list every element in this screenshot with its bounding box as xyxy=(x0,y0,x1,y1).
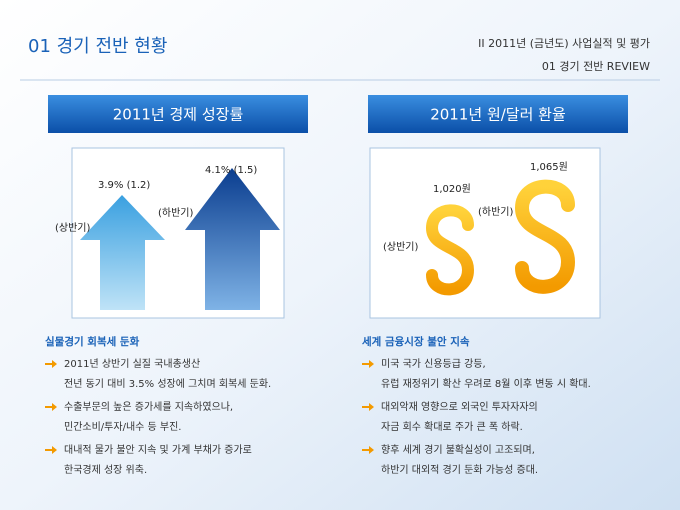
bullet-text: 대내적 물가 불안 지속 및 가계 부채가 증가로 xyxy=(64,444,252,456)
bullet-text: 대외악재 영향으로 외국인 투자자자의 xyxy=(381,401,538,413)
subtitle: 01 경기 전반 REVIEW xyxy=(542,60,650,73)
image-label: 4.1% (1.5) xyxy=(205,165,257,176)
section-heading: 실물경기 회복세 둔화 xyxy=(45,335,140,348)
dollar-icon xyxy=(425,171,576,309)
image-label: (상반기) xyxy=(55,222,91,234)
bullet-text: 자금 회수 확대로 주가 큰 폭 하락. xyxy=(381,420,523,433)
panel-title: 2011년 원/달러 환율 xyxy=(430,106,566,124)
bullet-text: 하반기 대외적 경기 둔화 가능성 증대. xyxy=(381,463,538,476)
page-title: 01 경기 전반 현황 xyxy=(28,36,167,57)
up-arrow xyxy=(185,168,280,310)
bullet-arrow xyxy=(45,403,57,411)
image-label: (상반기) xyxy=(383,241,419,253)
panel-title: 2011년 경제 성장률 xyxy=(113,106,244,124)
image-label: 1,065원 xyxy=(530,161,568,173)
image-box xyxy=(369,147,601,319)
bullet-arrow xyxy=(45,446,57,454)
panel-title-box xyxy=(48,95,308,133)
section-heading: 세계 금융시장 불안 지속 xyxy=(362,335,470,348)
bullet-arrow xyxy=(362,360,374,368)
panel-title-box xyxy=(368,95,628,133)
bullet-text: 수출부문의 높은 증가세를 지속하였으나, xyxy=(64,400,233,413)
image-label: 3.9% (1.2) xyxy=(98,180,150,191)
bullet-arrow xyxy=(362,403,374,411)
bullet-arrow xyxy=(45,360,57,368)
image-label: (하반기) xyxy=(158,206,194,219)
image-label: 1,020원 xyxy=(433,183,471,195)
bullet-text: 한국경제 성장 위축. xyxy=(64,463,147,476)
bullet-arrow xyxy=(362,446,374,454)
bullet-text: 민간소비/투자/내수 등 부진. xyxy=(64,421,181,433)
bullet-text: 미국 국가 신용등급 강등, xyxy=(381,358,486,370)
breadcrumb: II 2011년 (금년도) 사업실적 및 평가 xyxy=(478,37,650,50)
bullet-text: 전년 동기 대비 3.5% 성장에 그치며 회복세 둔화. xyxy=(64,378,271,390)
bullet-text: 2011년 상반기 실질 국내총생산 xyxy=(64,358,200,370)
bullet-text: 향후 세계 경기 불확실성이 고조되며, xyxy=(381,443,535,456)
up-arrow xyxy=(80,195,165,310)
bullet-text: 유럽 재정위기 확산 우려로 8월 이후 변동 시 확대. xyxy=(381,377,591,390)
image-label: (하반기) xyxy=(478,205,514,218)
